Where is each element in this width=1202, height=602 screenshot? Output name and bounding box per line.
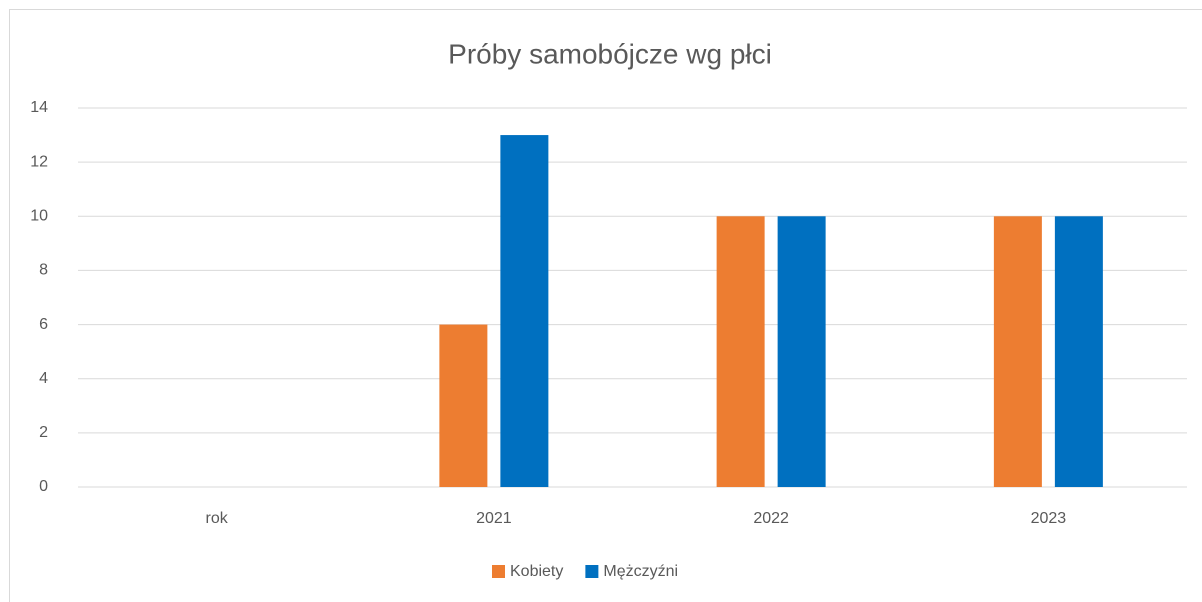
bar [716,216,765,488]
y-tick-label: 6 [39,316,48,333]
bar [777,216,826,488]
y-tick-label: 0 [39,478,48,495]
bar [500,135,549,488]
x-tick-label: 2023 [1031,510,1067,527]
y-tick-label: 2 [39,424,48,441]
x-tick-label: 2021 [476,510,512,527]
y-tick-label: 4 [39,370,48,387]
legend-label: Mężczyźni [603,563,678,580]
bar [993,216,1042,488]
legend-swatch [492,565,505,578]
x-tick-label: rok [206,510,229,527]
y-tick-label: 12 [30,153,48,170]
y-tick-label: 8 [39,262,48,279]
legend-label: Kobiety [510,563,563,580]
y-tick-label: 10 [30,208,48,225]
y-tick-label: 14 [30,99,48,116]
legend-swatch [585,565,599,578]
x-tick-label: 2022 [753,510,789,527]
bar [439,324,488,487]
chart-title: Próby samobójcze wg płci [448,38,772,69]
bar [1054,216,1103,488]
